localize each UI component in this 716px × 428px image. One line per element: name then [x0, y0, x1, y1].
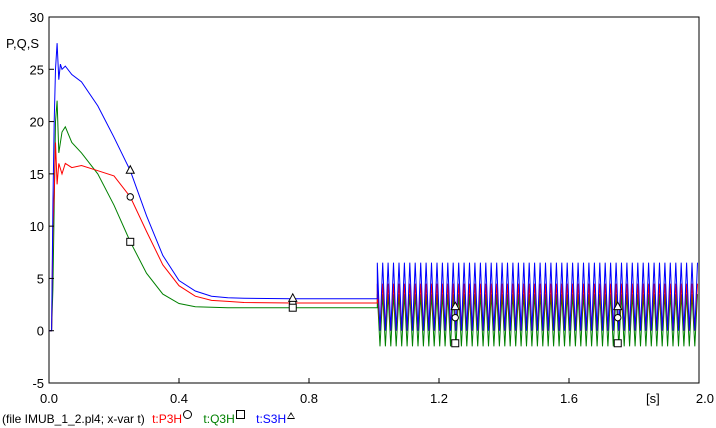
- legend-item-q3h: t:Q3H: [203, 410, 248, 426]
- triangle-data-marker: [125, 164, 136, 174]
- circle-marker-icon: [183, 410, 193, 419]
- circle-data-marker: [614, 313, 622, 322]
- y-axis-label: P,Q,S: [6, 36, 39, 51]
- y-tick-label: 20: [30, 115, 44, 130]
- legend-item-s3h: t:S3H: [256, 412, 299, 426]
- y-tick-label: 0: [37, 324, 44, 339]
- x-axis-unit: [s]: [646, 391, 660, 406]
- y-tick-label: 25: [30, 62, 44, 77]
- y-tick-label: -5: [32, 376, 44, 391]
- square-marker-icon: [235, 410, 245, 419]
- legend-item-p3h: t:P3H: [152, 410, 196, 426]
- chart-svg: -5 0 5 10 15 20 25 30 0.0 0.4 0.8 1.2 1.6 2.0 P,Q,S […: [6, 10, 714, 406]
- marker-layer: [125, 164, 623, 348]
- y-tick-label: 15: [30, 167, 44, 182]
- tick-layer: -5 0 5 10 15 20 25 30 0.0 0.4 0.8 1.2 1.6 2.0: [30, 10, 714, 406]
- x-tick-label: 1.6: [560, 391, 578, 406]
- x-tick-label: 0.8: [300, 391, 318, 406]
- square-data-marker: [288, 303, 297, 312]
- y-tick-label: 5: [37, 271, 44, 286]
- square-data-marker: [126, 237, 135, 246]
- legend: (file IMUB_1_2.pl4; x-var t) t:P3H t:Q3H…: [2, 410, 303, 426]
- circle-data-marker: [126, 193, 134, 201]
- triangle-data-marker: [287, 292, 298, 302]
- legend-label-s3h: t:S3H: [256, 412, 287, 426]
- file-info-text: (file IMUB_1_2.pl4; x-var t): [2, 412, 145, 426]
- x-tick-label: 0.4: [170, 391, 188, 406]
- triangle-data-marker: [450, 301, 461, 311]
- x-tick-label: 0.0: [40, 391, 58, 406]
- triangle-marker-icon: [287, 412, 296, 419]
- series-layer: [49, 43, 698, 347]
- square-data-marker: [451, 339, 460, 348]
- legend-label-p3h: t:P3H: [152, 412, 183, 426]
- triangle-data-marker: [612, 301, 623, 311]
- square-data-marker: [613, 339, 622, 348]
- y-tick-label: 30: [30, 10, 44, 25]
- x-tick-label: 2.0: [696, 391, 714, 406]
- x-tick-label: 1.2: [430, 391, 448, 406]
- legend-label-q3h: t:Q3H: [203, 412, 235, 426]
- y-tick-label: 10: [30, 219, 44, 234]
- circle-data-marker: [451, 313, 459, 322]
- series-line-ts3h: [49, 43, 698, 332]
